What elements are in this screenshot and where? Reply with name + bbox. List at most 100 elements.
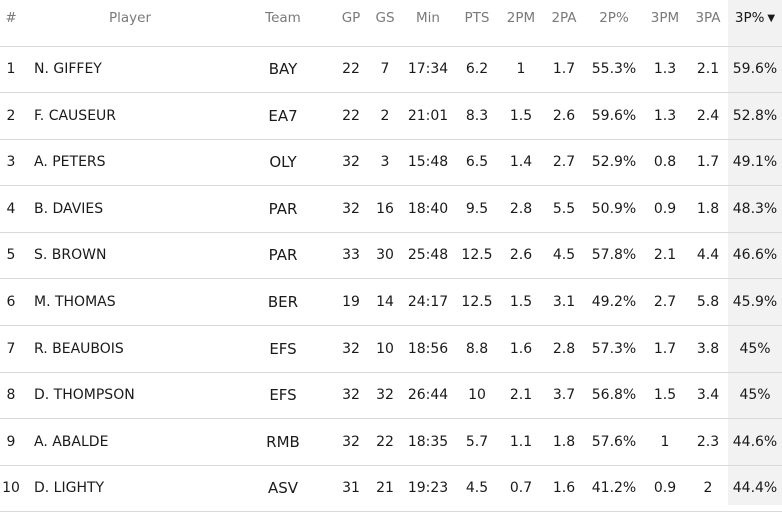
cell-rank: 5 — [6, 247, 16, 264]
cell-gp: 32 — [342, 433, 360, 450]
cell-rank: 8 — [6, 387, 16, 404]
cell-gs: 14 — [376, 294, 394, 310]
cell-3pa: 2.3 — [696, 433, 720, 450]
sort-descending-icon: ▼ — [767, 13, 776, 24]
header-team[interactable]: Team — [265, 10, 301, 26]
cell-2p-pct: 55.3% — [591, 61, 637, 77]
cell-player-name[interactable]: M. THOMAS — [34, 294, 116, 310]
header-3p-pct[interactable]: 3P% ▼ — [728, 0, 782, 36]
cell-pts: 6.2 — [465, 61, 489, 77]
header-pts[interactable]: PTS — [464, 10, 490, 26]
header-2pa[interactable]: 2PA — [551, 10, 577, 26]
cell-3p-pct: 44.6% — [732, 433, 778, 450]
cell-pts: 8.3 — [465, 107, 489, 124]
cell-2pm: 2.8 — [509, 200, 533, 217]
header-2p-pct[interactable]: 2P% — [599, 10, 629, 26]
table-row: 3 A. PETERS OLY 32 3 15:48 6.5 1.4 2.7 52.9% 0.8 1.… — [0, 139, 782, 187]
cell-player-name[interactable]: R. BEAUBOIS — [34, 340, 124, 357]
cell-team[interactable]: RMB — [266, 432, 300, 451]
cell-3pm: 1.7 — [653, 340, 677, 357]
cell-3p-pct: 45% — [739, 387, 771, 404]
cell-team[interactable]: BAY — [268, 60, 298, 78]
cell-team[interactable]: BER — [267, 293, 299, 311]
cell-team[interactable]: PAR — [268, 199, 298, 218]
cell-3pm: 0.9 — [653, 480, 677, 497]
cell-player-name[interactable]: F. CAUSEUR — [34, 107, 117, 124]
header-player[interactable]: Player — [108, 10, 151, 26]
cell-player-name[interactable]: A. ABALDE — [34, 433, 109, 450]
cell-pts: 8.8 — [465, 340, 489, 357]
table-row: 9 A. ABALDE RMB 32 22 18:35 5.7 1.1 1.8 57.6% 1 2.3… — [0, 419, 782, 466]
cell-3pm: 1.3 — [653, 107, 677, 124]
cell-rank: 9 — [6, 433, 16, 450]
header-3pa[interactable]: 3PA — [695, 10, 721, 26]
cell-player-name[interactable]: B. DAVIES — [34, 200, 104, 217]
cell-team[interactable]: EFS — [269, 339, 297, 358]
cell-min: 19:23 — [407, 480, 449, 497]
cell-team[interactable]: EA7 — [268, 106, 298, 125]
cell-gs: 22 — [376, 433, 394, 450]
cell-gs: 3 — [380, 154, 390, 171]
header-gs[interactable]: GS — [375, 10, 395, 26]
cell-2p-pct: 41.2% — [591, 480, 637, 497]
cell-min: 24:17 — [407, 294, 449, 310]
cell-pts: 12.5 — [461, 294, 493, 310]
cell-3p-pct: 59.6% — [732, 61, 778, 77]
cell-2pm: 2.1 — [509, 387, 533, 404]
cell-player-name[interactable]: N. GIFFEY — [34, 61, 102, 77]
cell-min: 17:34 — [407, 61, 449, 77]
cell-gs: 21 — [376, 480, 394, 497]
cell-rank: 10 — [2, 480, 20, 497]
cell-rank: 3 — [6, 154, 16, 171]
cell-3pa: 3.4 — [696, 387, 720, 404]
cell-2p-pct: 59.6% — [591, 107, 637, 124]
cell-gp: 22 — [342, 107, 360, 124]
cell-gs: 10 — [376, 340, 394, 357]
cell-min: 18:56 — [407, 340, 449, 357]
cell-3pa: 1.7 — [696, 154, 720, 171]
cell-player-name[interactable]: D. LIGHTY — [34, 480, 105, 497]
cell-2pm: 1 — [516, 61, 526, 77]
cell-3pa: 2.4 — [696, 107, 720, 124]
cell-2pa: 1.7 — [552, 61, 576, 77]
cell-pts: 5.7 — [465, 433, 489, 450]
cell-player-name[interactable]: S. BROWN — [34, 247, 107, 264]
cell-min: 15:48 — [407, 154, 449, 171]
cell-gp: 32 — [342, 387, 360, 404]
cell-2pa: 3.1 — [552, 294, 576, 310]
cell-team[interactable]: EFS — [269, 386, 297, 405]
cell-team[interactable]: ASV — [267, 479, 299, 498]
cell-2pm: 1.5 — [509, 294, 533, 310]
cell-rank: 2 — [6, 107, 16, 124]
cell-3p-pct: 49.1% — [732, 154, 778, 171]
cell-rank: 7 — [6, 340, 16, 357]
cell-3pa: 1.8 — [696, 200, 720, 217]
cell-3pm: 1.5 — [653, 387, 677, 404]
cell-3pm: 1 — [660, 433, 670, 450]
header-2pm[interactable]: 2PM — [506, 10, 536, 26]
cell-2pa: 1.8 — [552, 433, 576, 450]
cell-2p-pct: 57.3% — [591, 340, 637, 357]
cell-player-name[interactable]: A. PETERS — [34, 154, 106, 171]
cell-gs: 30 — [376, 247, 394, 264]
table-row: 7 R. BEAUBOIS EFS 32 10 18:56 8.8 1.6 2.8 57.3% 1.… — [0, 326, 782, 373]
cell-min: 18:35 — [407, 433, 449, 450]
header-3pm[interactable]: 3PM — [650, 10, 680, 26]
cell-rank: 6 — [6, 294, 16, 310]
cell-gp: 32 — [342, 340, 360, 357]
cell-2pm: 1.5 — [509, 107, 533, 124]
cell-player-name[interactable]: D. THOMPSON — [34, 387, 135, 404]
cell-team[interactable]: OLY — [269, 153, 297, 172]
cell-3p-pct: 44.4% — [732, 480, 778, 497]
header-min[interactable]: Min — [416, 10, 440, 26]
cell-pts: 10 — [468, 387, 486, 404]
header-rank[interactable]: # — [5, 10, 17, 26]
cell-2p-pct: 57.8% — [591, 247, 637, 264]
table-row: 4 B. DAVIES PAR 32 16 18:40 9.5 2.8 5.5 50.9% 0.9 1… — [0, 186, 782, 233]
cell-team[interactable]: PAR — [268, 246, 298, 265]
cell-gs: 32 — [376, 387, 394, 404]
cell-3pm: 2.1 — [653, 247, 677, 264]
cell-3pa: 2.1 — [696, 61, 720, 77]
header-gp[interactable]: GP — [341, 10, 361, 26]
table-row: 1 N. GIFFEY BAY 22 7 17:34 6.2 1 1.7 55.3% 1.3 2.1 5… — [0, 46, 782, 93]
